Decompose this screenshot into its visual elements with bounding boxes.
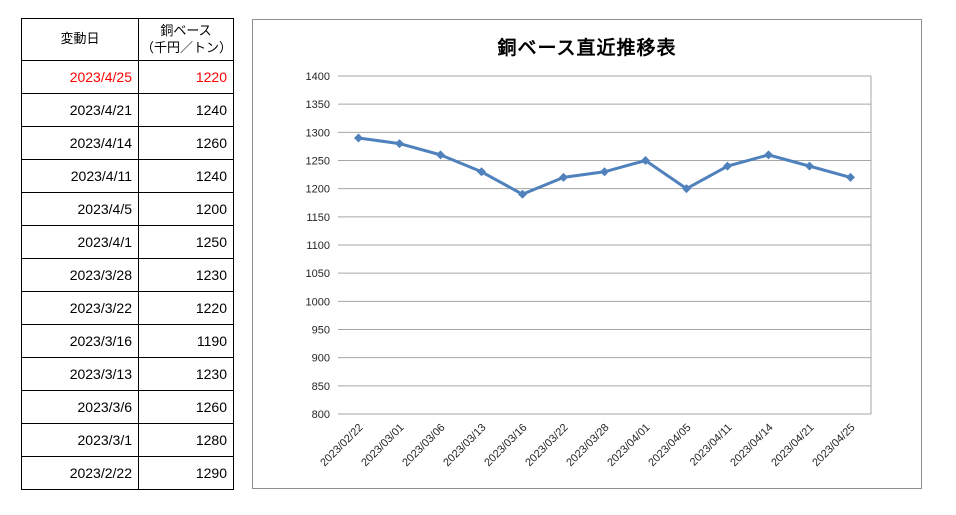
series-line bbox=[357, 136, 852, 196]
date-cell: 2023/3/1 bbox=[21, 423, 139, 457]
table-row: 2023/2/22 1290 bbox=[21, 456, 234, 490]
x-axis-tick-label: 2023/04/01 bbox=[605, 422, 652, 469]
data-point-marker bbox=[477, 167, 486, 177]
data-point-marker bbox=[395, 139, 404, 149]
data-point-marker bbox=[518, 189, 527, 199]
date-column-header: 変動日 bbox=[21, 18, 139, 61]
value-cell: 1280 bbox=[138, 423, 234, 457]
value-cell: 1190 bbox=[138, 324, 234, 358]
date-cell: 2023/4/11 bbox=[21, 159, 139, 193]
y-axis-tick-label: 1300 bbox=[306, 127, 330, 139]
y-axis-tick-label: 1050 bbox=[306, 268, 330, 280]
value-column-label-line2: （千円／トン） bbox=[141, 39, 233, 55]
date-cell: 2023/3/16 bbox=[21, 324, 139, 358]
y-axis-tick-label: 1350 bbox=[306, 99, 330, 111]
x-axis-tick-label: 2023/03/16 bbox=[482, 422, 529, 469]
date-cell: 2023/4/14 bbox=[21, 126, 139, 160]
y-axis-tick-label: 850 bbox=[312, 381, 330, 393]
x-axis-tick-label: 2023/03/13 bbox=[441, 422, 488, 469]
date-cell: 2023/3/13 bbox=[21, 357, 139, 391]
value-cell: 1240 bbox=[138, 93, 234, 127]
value-cell: 1250 bbox=[138, 225, 234, 259]
data-point-marker bbox=[436, 150, 445, 160]
y-axis-tick-label: 1000 bbox=[306, 296, 330, 308]
table-header-row: 変動日 銅ベース （千円／トン） bbox=[21, 18, 234, 61]
x-axis-tick-label: 2023/04/21 bbox=[769, 422, 816, 469]
value-cell: 1220 bbox=[138, 60, 234, 94]
y-axis-tick-label: 1200 bbox=[306, 184, 330, 196]
y-axis-tick-label: 1100 bbox=[306, 240, 330, 252]
x-axis-tick-label: 2023/04/25 bbox=[810, 422, 857, 469]
data-point-marker bbox=[723, 161, 732, 171]
value-cell: 1230 bbox=[138, 357, 234, 391]
x-axis-tick-label: 2023/02/22 bbox=[318, 422, 365, 469]
value-cell: 1290 bbox=[138, 456, 234, 490]
x-axis-tick-label: 2023/03/06 bbox=[400, 422, 447, 469]
y-axis-tick-label: 1250 bbox=[306, 156, 330, 168]
date-cell: 2023/4/25 bbox=[21, 60, 139, 94]
table-row: 2023/4/11 1240 bbox=[21, 159, 234, 193]
date-cell: 2023/4/21 bbox=[21, 93, 139, 127]
trend-chart: 銅ベース直近推移表 1400 1350 1300 1250 1200 1150 1100 10… bbox=[252, 19, 922, 489]
table-row: 2023/4/21 1240 bbox=[21, 93, 234, 127]
data-point-marker bbox=[600, 167, 609, 177]
table-row: 2023/4/1 1250 bbox=[21, 225, 234, 259]
table-row: 2023/4/25 1220 bbox=[21, 60, 234, 94]
value-column-header: 銅ベース （千円／トン） bbox=[138, 18, 234, 61]
x-axis-tick-label: 2023/04/14 bbox=[728, 422, 775, 469]
data-point-marker bbox=[764, 150, 773, 160]
table-row: 2023/3/28 1230 bbox=[21, 258, 234, 292]
data-point-marker bbox=[641, 156, 650, 165]
value-cell: 1260 bbox=[138, 390, 234, 424]
table-row: 2023/4/5 1200 bbox=[21, 192, 234, 226]
value-cell: 1200 bbox=[138, 192, 234, 226]
table-row: 2023/4/14 1260 bbox=[21, 126, 234, 160]
data-point-marker bbox=[354, 133, 363, 143]
x-axis-tick-label: 2023/04/11 bbox=[688, 422, 735, 469]
x-axis-tick-label: 2023/03/28 bbox=[564, 422, 611, 469]
date-column-label: 変動日 bbox=[60, 31, 100, 47]
y-axis-tick-label: 950 bbox=[312, 325, 330, 337]
price-table: 変動日 銅ベース （千円／トン） 2023/4/25 1220 2023/4/2… bbox=[21, 18, 234, 490]
date-cell: 2023/3/22 bbox=[21, 291, 139, 325]
date-cell: 2023/4/5 bbox=[21, 192, 139, 226]
table-row: 2023/3/22 1220 bbox=[21, 291, 234, 325]
data-point-marker bbox=[559, 172, 568, 182]
table-row: 2023/3/13 1230 bbox=[21, 357, 234, 391]
date-cell: 2023/4/1 bbox=[21, 225, 139, 259]
date-cell: 2023/3/28 bbox=[21, 258, 139, 292]
y-axis-tick-label: 1400 bbox=[306, 71, 330, 83]
value-cell: 1260 bbox=[138, 126, 234, 160]
date-cell: 2023/2/22 bbox=[21, 456, 139, 490]
table-row: 2023/3/16 1190 bbox=[21, 324, 234, 358]
date-cell: 2023/3/6 bbox=[21, 390, 139, 424]
y-axis-tick-label: 900 bbox=[312, 353, 330, 365]
chart-plot-area: 1400 1350 1300 1250 1200 1150 1100 1050 1000 950 9… bbox=[306, 71, 872, 469]
chart-title: 銅ベース直近推移表 bbox=[497, 38, 677, 59]
y-axis-tick-label: 800 bbox=[312, 409, 330, 421]
table-row: 2023/3/1 1280 bbox=[21, 423, 234, 457]
value-cell: 1220 bbox=[138, 291, 234, 325]
x-axis-tick-label: 2023/03/01 bbox=[359, 422, 406, 469]
x-axis-tick-label: 2023/03/22 bbox=[523, 422, 570, 469]
value-cell: 1240 bbox=[138, 159, 234, 193]
x-axis-tick-label: 2023/04/05 bbox=[646, 422, 693, 469]
data-point-marker bbox=[805, 161, 814, 171]
y-axis-tick-label: 1150 bbox=[306, 212, 330, 224]
table-row: 2023/3/6 1260 bbox=[21, 390, 234, 424]
data-point-marker bbox=[682, 184, 691, 194]
value-cell: 1230 bbox=[138, 258, 234, 292]
value-column-label-line1: 銅ベース bbox=[160, 22, 212, 38]
data-point-marker bbox=[846, 172, 855, 182]
